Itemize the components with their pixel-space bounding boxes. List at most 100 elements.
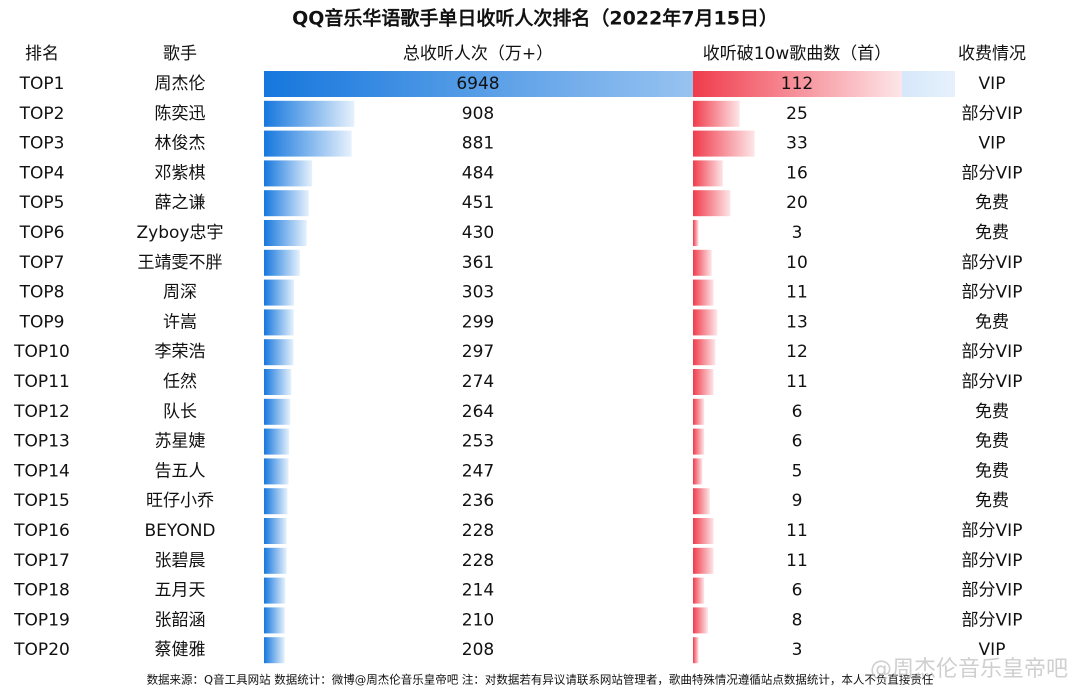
cell: TOP10	[13, 342, 70, 362]
cell: TOP13	[13, 432, 70, 452]
cell: TOP19	[13, 610, 70, 630]
cell: 免费	[975, 312, 1009, 332]
cell: 免费	[975, 402, 1009, 422]
cell: 部分VIP	[962, 283, 1023, 303]
footer: 数据来源：Q音工具网站 数据统计：微博@周杰伦音乐皇帝吧 注：对数据若有异议请联…	[147, 673, 934, 687]
cell: 228	[462, 551, 494, 571]
cell: 李荣浩	[155, 342, 206, 362]
title: QQ音乐华语歌手单日收听人次排名（2022年7月15日）	[292, 7, 778, 30]
cell: 881	[462, 134, 494, 154]
cell: 邓紫棋	[155, 163, 206, 183]
cell: 部分VIP	[962, 342, 1023, 362]
cell: 253	[462, 432, 494, 452]
cell: 25	[786, 104, 808, 124]
cell: 许嵩	[163, 312, 197, 332]
cell: 484	[462, 163, 494, 183]
cell: 8	[792, 610, 803, 630]
cell: 林俊杰	[155, 134, 206, 154]
cell: 20	[786, 193, 808, 213]
songs-bar	[693, 130, 755, 157]
cell: 247	[462, 461, 494, 481]
cell: 299	[462, 312, 494, 332]
cell: 5	[792, 461, 803, 481]
cell: 9	[792, 491, 803, 511]
cell: 3	[792, 223, 803, 243]
header-cell: 总收听人次（万+）	[403, 44, 553, 64]
songs-bar	[693, 100, 740, 127]
cell: 6	[792, 581, 803, 601]
cell: 免费	[975, 491, 1009, 511]
listens-bar	[264, 577, 286, 604]
songs-bar	[693, 220, 699, 246]
header-cell: 排名	[25, 44, 59, 64]
watermark: @周杰伦音乐皇帝吧	[870, 657, 1068, 682]
cell: 部分VIP	[962, 372, 1023, 392]
songs-bar	[693, 309, 718, 336]
listens-bar	[264, 458, 289, 485]
cell: 11	[786, 551, 808, 571]
cell: 部分VIP	[962, 551, 1023, 571]
cell: 33	[786, 134, 808, 154]
listens-bar	[264, 190, 309, 217]
cell: 6	[792, 432, 803, 452]
cell: 10	[786, 253, 808, 273]
cell: TOP3	[19, 134, 65, 154]
cell: TOP8	[19, 283, 65, 303]
listens-bar	[264, 100, 355, 127]
songs-bar	[693, 339, 716, 366]
cell: TOP2	[19, 104, 65, 124]
cell: 五月天	[155, 581, 206, 601]
cell: VIP	[979, 134, 1006, 154]
songs-bar	[693, 71, 902, 97]
songs-bar	[693, 398, 705, 425]
songs-bar	[693, 488, 710, 515]
cell: 274	[462, 372, 494, 392]
cell: TOP9	[19, 312, 65, 332]
cell: 264	[462, 402, 494, 422]
cell: VIP	[979, 640, 1006, 660]
cell: TOP6	[19, 223, 65, 243]
cell: 王靖雯不胖	[138, 253, 223, 273]
cell: 6	[792, 402, 803, 422]
header-cell: 收听破10w歌曲数（首）	[703, 44, 892, 64]
songs-bar	[693, 249, 712, 276]
cell: 16	[786, 163, 808, 183]
cell: 11	[786, 521, 808, 541]
listens-bar	[264, 607, 285, 634]
cell: 451	[462, 193, 494, 213]
cell: TOP20	[13, 640, 70, 660]
songs-bar	[693, 190, 731, 217]
cell: TOP4	[19, 163, 65, 183]
cell: TOP18	[13, 581, 70, 601]
listens-bar	[264, 398, 291, 425]
cell: 部分VIP	[962, 610, 1023, 630]
cell: 430	[462, 223, 494, 243]
listens-bar	[264, 428, 290, 455]
cell: 部分VIP	[962, 163, 1023, 183]
cell: 苏星婕	[155, 432, 206, 452]
cell: TOP15	[13, 491, 70, 511]
cell: 6948	[456, 74, 499, 94]
songs-bar	[693, 547, 714, 574]
songs-bar	[693, 637, 699, 664]
cell: 13	[786, 312, 808, 332]
cell: 部分VIP	[962, 104, 1023, 124]
listens-bar	[264, 369, 292, 395]
cell: TOP12	[13, 402, 70, 422]
cell: 周杰伦	[155, 74, 206, 94]
cell: 11	[786, 372, 808, 392]
cell: 3	[792, 640, 803, 660]
songs-bar	[693, 369, 714, 395]
cell: 张韶涵	[155, 610, 206, 630]
listens-bar	[264, 518, 287, 544]
cell: TOP17	[13, 551, 70, 571]
cell: 部分VIP	[962, 521, 1023, 541]
listens-bar	[264, 220, 307, 246]
header-cell: 歌手	[163, 44, 197, 64]
cell: 12	[786, 342, 808, 362]
songs-bar	[693, 577, 705, 604]
cell: Zyboy忠宇	[137, 223, 224, 243]
header-cell: 收费情况	[958, 44, 1026, 64]
cell: VIP	[979, 74, 1006, 94]
